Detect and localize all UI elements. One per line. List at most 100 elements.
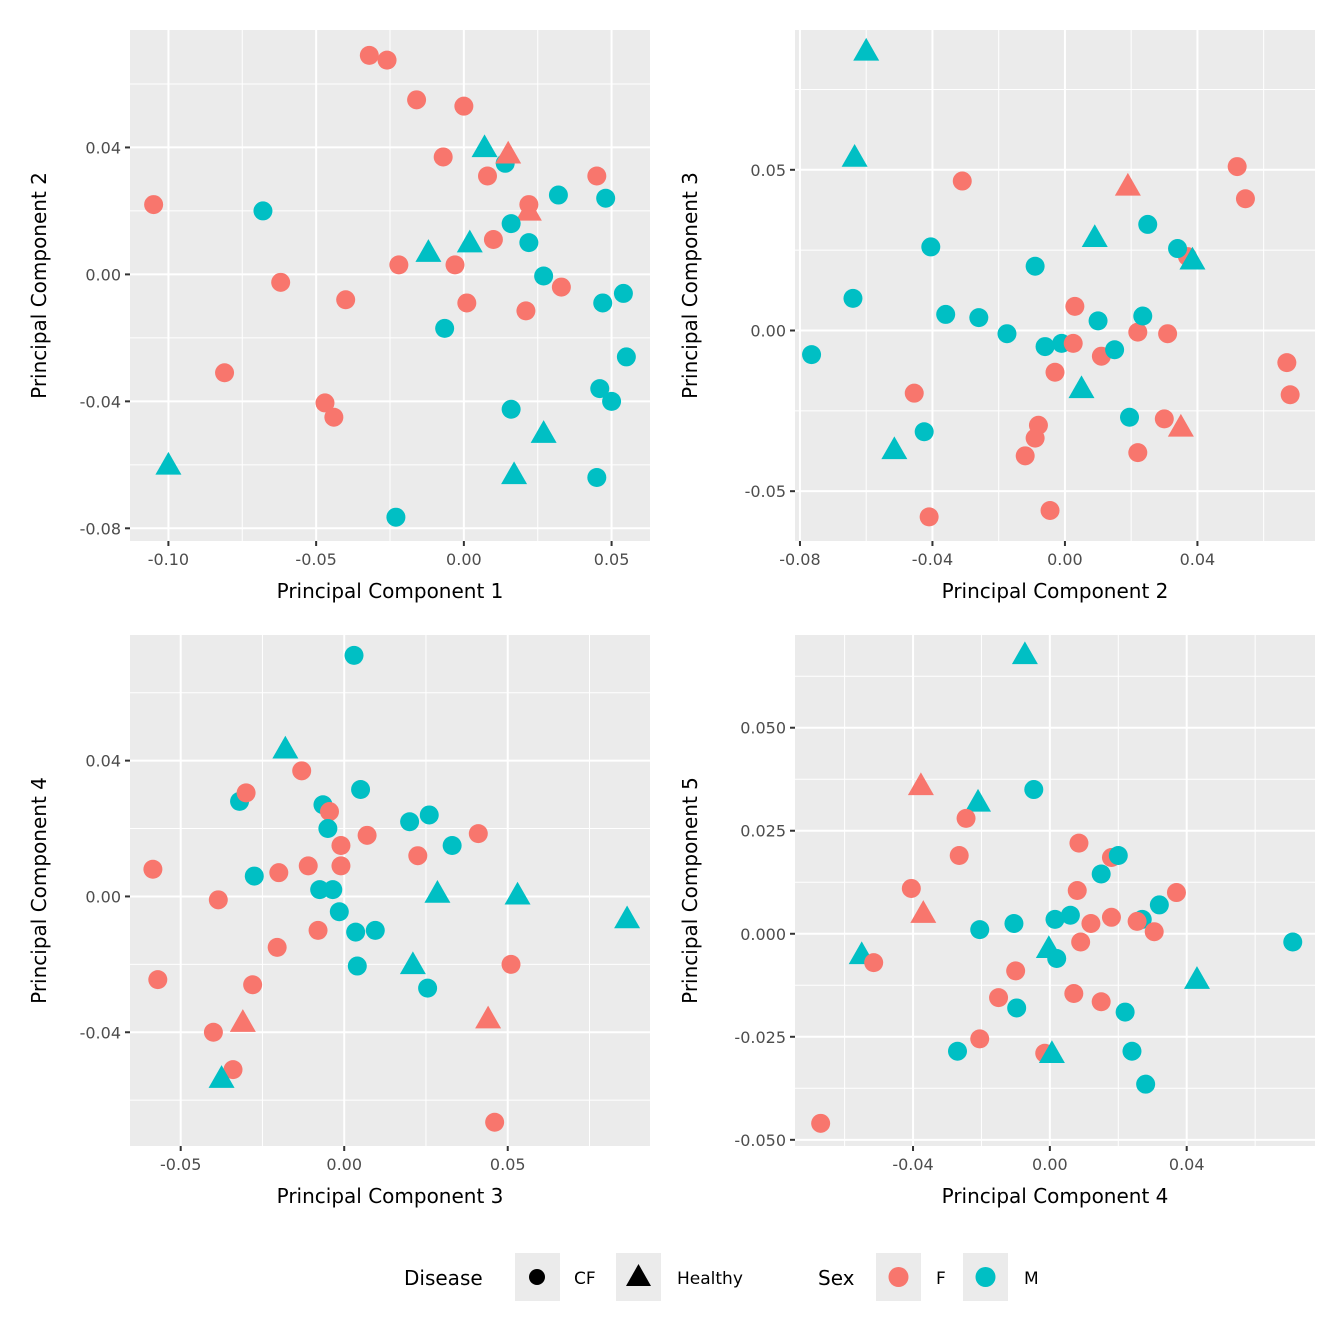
data-point-triangle xyxy=(475,1005,502,1029)
data-point-triangle xyxy=(1179,246,1206,270)
x-tick-label: 0.04 xyxy=(1180,550,1216,569)
data-point-triangle xyxy=(208,1065,235,1088)
data-point-circle xyxy=(323,880,343,900)
data-point-circle xyxy=(236,783,256,803)
data-point-circle xyxy=(1045,362,1065,382)
data-point-circle xyxy=(613,283,633,303)
data-point-circle xyxy=(336,290,356,310)
data-point-circle xyxy=(534,266,554,286)
data-point-circle xyxy=(1133,306,1153,326)
data-point-circle xyxy=(802,345,822,365)
legend-key-circle-icon xyxy=(529,1269,545,1285)
data-point-circle xyxy=(1158,324,1178,344)
data-point-triangle xyxy=(530,420,557,443)
data-point-circle xyxy=(1128,443,1148,463)
data-point-circle xyxy=(1166,883,1186,903)
y-tick-label: 0.05 xyxy=(750,161,786,180)
data-point-circle xyxy=(949,845,969,865)
legend-key-male-swatch xyxy=(975,1267,996,1287)
data-point-triangle xyxy=(495,140,522,164)
data-point-triangle xyxy=(415,239,442,262)
data-point-circle xyxy=(344,645,364,665)
y-tick-label: -0.050 xyxy=(734,1131,786,1150)
x-axis-title: Principal Component 1 xyxy=(277,579,504,603)
x-tick-label: -0.05 xyxy=(295,550,336,569)
data-point-circle xyxy=(468,824,488,844)
legend-title-disease: Disease xyxy=(404,1266,483,1290)
y-tick-label: -0.05 xyxy=(745,482,786,501)
data-point-circle xyxy=(590,379,610,399)
data-point-circle xyxy=(457,293,477,313)
data-point-circle xyxy=(1227,157,1247,177)
data-point-circle xyxy=(1060,905,1080,925)
data-point-triangle xyxy=(272,735,299,759)
data-point-circle xyxy=(1115,1002,1135,1022)
data-point-circle xyxy=(548,185,568,205)
data-point-triangle xyxy=(424,880,451,903)
data-point-circle xyxy=(1154,409,1174,429)
data-point-circle xyxy=(478,166,497,186)
legend-label-f: F xyxy=(936,1269,946,1289)
data-point-triangle xyxy=(1011,641,1038,665)
data-point-circle xyxy=(292,761,312,781)
data-point-triangle xyxy=(1081,224,1108,248)
data-point-circle xyxy=(970,920,990,940)
data-point-circle xyxy=(969,308,989,328)
data-point-circle xyxy=(331,856,351,876)
data-point-triangle xyxy=(841,143,868,167)
data-point-circle xyxy=(329,902,349,922)
data-point-triangle xyxy=(504,881,531,905)
data-point-circle xyxy=(1015,446,1035,466)
data-point-circle xyxy=(203,1022,223,1042)
legend-key-triangle-icon xyxy=(626,1264,651,1286)
data-point-circle xyxy=(1045,909,1065,929)
data-point-circle xyxy=(596,188,616,208)
data-point-circle xyxy=(407,90,427,110)
data-point-triangle xyxy=(515,197,542,221)
x-tick-label: 0.04 xyxy=(1169,1155,1205,1174)
data-point-circle xyxy=(386,507,406,527)
legend: Disease CF Healthy Sex F M xyxy=(404,1253,1039,1301)
panel-background xyxy=(795,30,1315,541)
y-tick-label: 0.04 xyxy=(85,752,121,771)
legend-label-m: M xyxy=(1024,1269,1039,1289)
legend-label-cf: CF xyxy=(574,1269,596,1289)
data-point-triangle xyxy=(907,772,934,796)
x-tick-label: 0.05 xyxy=(594,550,630,569)
data-point-circle xyxy=(483,229,503,249)
data-point-triangle xyxy=(456,229,483,253)
x-axis-title: Principal Component 4 xyxy=(942,1184,1169,1208)
data-point-circle xyxy=(956,808,976,828)
data-point-circle xyxy=(357,825,377,845)
data-point-circle xyxy=(1105,340,1125,360)
data-point-triangle xyxy=(501,461,528,485)
data-point-circle xyxy=(1035,337,1055,357)
x-tick-label: 0.00 xyxy=(326,1155,362,1174)
data-point-circle xyxy=(1025,256,1045,276)
data-point-triangle xyxy=(229,1009,256,1032)
panel-background xyxy=(795,635,1315,1146)
data-point-circle xyxy=(389,255,409,275)
data-point-triangle xyxy=(1038,1040,1065,1064)
panel-2: -0.08 -0.04 0.00 0.04 -0.05 0.00 0.05 Principal… xyxy=(678,30,1315,603)
data-point-circle xyxy=(1149,895,1169,915)
data-point-circle xyxy=(952,171,972,191)
data-point-circle xyxy=(1122,1041,1142,1061)
legend-label-healthy: Healthy xyxy=(677,1269,743,1289)
data-point-triangle xyxy=(1183,966,1210,989)
y-axis-title: Principal Component 2 xyxy=(27,172,51,399)
data-point-circle xyxy=(919,507,939,527)
data-point-circle xyxy=(267,937,287,957)
points xyxy=(143,645,641,1132)
x-tick-label: 0.00 xyxy=(446,550,482,569)
data-point-triangle xyxy=(399,951,426,975)
data-point-circle xyxy=(208,890,228,910)
panel-3: -0.05 0.00 0.05 -0.04 0.00 0.04 Principal Comp… xyxy=(27,635,650,1208)
data-point-circle xyxy=(516,301,536,321)
data-point-circle xyxy=(377,50,397,70)
panel-1: -0.10 -0.05 0.00 0.05 -0.08 -0.04 0.00 0.04 Prin… xyxy=(27,30,650,603)
y-tick-label: -0.025 xyxy=(734,1028,786,1047)
data-point-circle xyxy=(1136,1074,1156,1094)
data-point-circle xyxy=(1280,385,1300,405)
data-point-circle xyxy=(215,363,235,383)
